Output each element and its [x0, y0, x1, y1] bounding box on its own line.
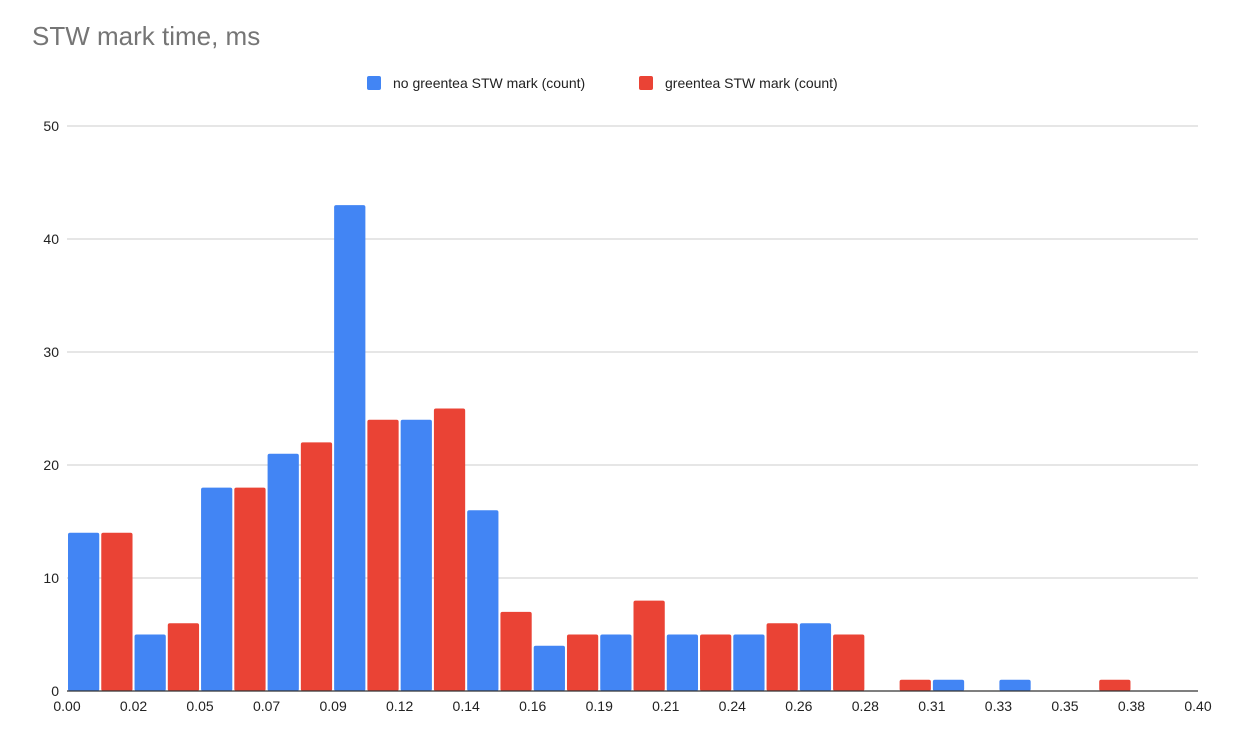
y-tick-label: 50 — [43, 118, 59, 134]
y-tick-label: 0 — [51, 683, 59, 699]
legend-swatch-greentea — [639, 76, 653, 90]
bar-no-greentea[interactable] — [533, 645, 565, 691]
chart-title: STW mark time, ms — [32, 21, 260, 51]
x-tick-label: 0.38 — [1118, 698, 1145, 714]
x-tick-label: 0.33 — [985, 698, 1012, 714]
bar-greentea[interactable] — [566, 634, 599, 692]
y-tick-label: 20 — [43, 457, 59, 473]
bar-no-greentea[interactable] — [999, 679, 1031, 691]
bar-greentea[interactable] — [500, 611, 532, 691]
bar-greentea[interactable] — [367, 419, 399, 691]
bar-no-greentea[interactable] — [68, 532, 100, 691]
y-tick-label: 10 — [43, 570, 59, 586]
bar-greentea[interactable] — [899, 679, 931, 691]
x-tick-label: 0.12 — [386, 698, 413, 714]
bar-greentea[interactable] — [433, 408, 466, 692]
y-tick-label: 30 — [43, 344, 59, 360]
bar-greentea[interactable] — [766, 623, 798, 691]
bar-greentea[interactable] — [167, 623, 200, 691]
x-tick-label: 0.28 — [852, 698, 879, 714]
x-tick-label: 0.00 — [53, 698, 80, 714]
bar-no-greentea[interactable] — [267, 453, 299, 691]
bar-no-greentea[interactable] — [799, 623, 832, 691]
legend-label-greentea: greentea STW mark (count) — [665, 75, 838, 91]
bar-greentea[interactable] — [833, 634, 865, 692]
x-tick-label: 0.21 — [652, 698, 679, 714]
legend-label-no-greentea: no greentea STW mark (count) — [393, 75, 585, 91]
x-tick-label: 0.16 — [519, 698, 546, 714]
x-tick-label: 0.02 — [120, 698, 147, 714]
bar-greentea[interactable] — [1099, 679, 1131, 691]
bar-no-greentea[interactable] — [400, 419, 432, 691]
x-tick-label: 0.14 — [453, 698, 480, 714]
bar-no-greentea[interactable] — [600, 634, 632, 692]
bar-greentea[interactable] — [633, 600, 665, 691]
x-tick-label: 0.24 — [719, 698, 746, 714]
bar-no-greentea[interactable] — [733, 634, 765, 692]
x-tick-label: 0.26 — [785, 698, 812, 714]
x-tick-label: 0.05 — [186, 698, 213, 714]
x-tick-label: 0.07 — [253, 698, 280, 714]
legend-swatch-no-greentea — [367, 76, 381, 90]
y-gridlines — [67, 125, 1198, 579]
legend: no greentea STW mark (count) greentea ST… — [367, 75, 838, 91]
bar-no-greentea[interactable] — [201, 487, 233, 691]
bar-greentea[interactable] — [700, 634, 732, 692]
x-tick-label: 0.35 — [1051, 698, 1078, 714]
y-tick-label: 40 — [43, 231, 59, 247]
bar-no-greentea[interactable] — [467, 510, 499, 691]
x-axis: 0.00 0.02 0.05 0.07 0.09 0.12 0.14 0.16 0.19 0.21… — [53, 698, 1211, 714]
legend-item-greentea[interactable]: greentea STW mark (count) — [639, 75, 838, 91]
bar-greentea[interactable] — [300, 442, 333, 691]
bar-no-greentea[interactable] — [666, 634, 699, 692]
y-axis: 0 10 20 30 40 50 — [43, 118, 59, 699]
bar-greentea[interactable] — [234, 487, 266, 691]
x-tick-label: 0.09 — [319, 698, 346, 714]
legend-item-no-greentea[interactable]: no greentea STW mark (count) — [367, 75, 585, 91]
bar-no-greentea[interactable] — [134, 634, 166, 692]
bar-no-greentea[interactable] — [932, 679, 965, 691]
x-tick-label: 0.19 — [586, 698, 613, 714]
x-tick-label: 0.40 — [1184, 698, 1211, 714]
x-tick-label: 0.31 — [918, 698, 945, 714]
bar-greentea[interactable] — [101, 532, 133, 691]
bar-no-greentea[interactable] — [334, 205, 366, 691]
bars — [68, 205, 1131, 692]
